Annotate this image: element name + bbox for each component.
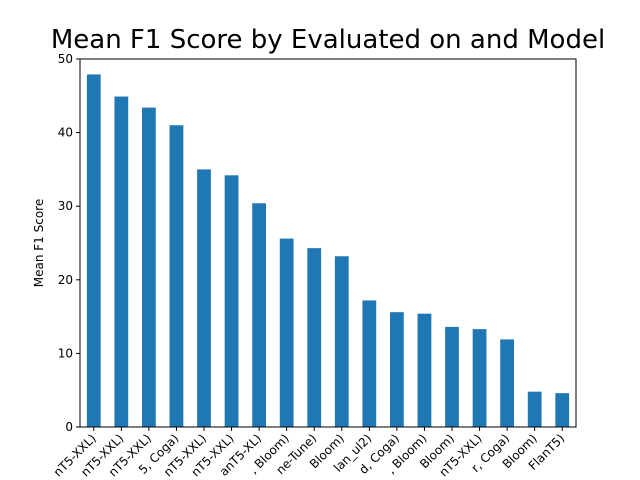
bar-15 — [500, 339, 514, 427]
bar-7 — [279, 238, 294, 427]
x-ticks-group: nT5-XXL)nT5-XXL)nT5-XXL)5, Coga)nT5-XXL)… — [51, 427, 567, 479]
bar-3 — [169, 125, 184, 428]
y-tick-label: 20 — [58, 273, 73, 287]
bars-group — [86, 74, 570, 428]
y-axis-label: Mean F1 Score — [32, 199, 46, 287]
bar-12 — [417, 313, 432, 427]
bar-14 — [472, 329, 487, 427]
y-tick-label: 40 — [58, 126, 73, 140]
plot-frame — [79, 58, 577, 428]
bar-1 — [114, 96, 129, 427]
bar-4 — [197, 169, 211, 427]
bar-9 — [334, 256, 349, 427]
chart-title: Mean F1 Score by Evaluated on and Model — [51, 25, 605, 55]
bar-5 — [224, 175, 239, 427]
y-tick-label: 0 — [65, 420, 73, 434]
bar-2 — [142, 107, 156, 428]
bar-6 — [252, 203, 266, 427]
bar-13 — [445, 326, 459, 427]
bar-8 — [307, 248, 322, 427]
bar-0 — [86, 74, 101, 428]
bar-17 — [555, 393, 570, 427]
y-ticks-group: 0 10 20 30 40 50 — [58, 52, 80, 434]
y-tick-label: 10 — [58, 346, 73, 360]
y-tick-label: 30 — [58, 199, 73, 213]
y-tick-label: 50 — [58, 52, 73, 66]
bar-10 — [362, 300, 377, 427]
bar-16 — [527, 391, 542, 427]
bar-11 — [390, 312, 404, 427]
